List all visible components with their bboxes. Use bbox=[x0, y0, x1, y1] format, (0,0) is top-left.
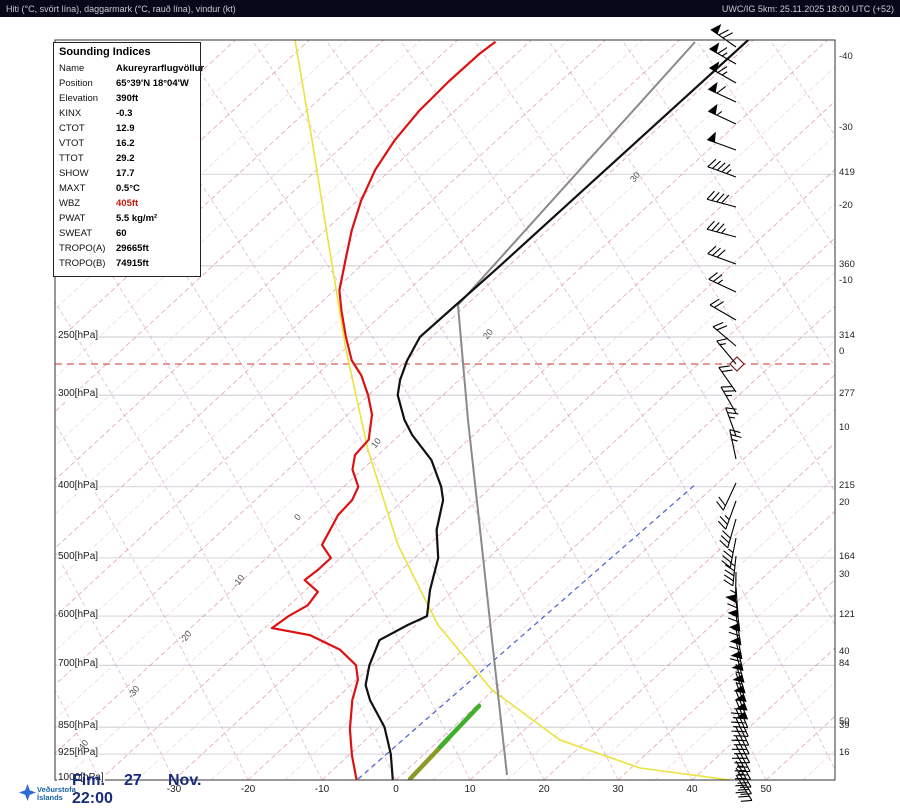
index-label: Position bbox=[59, 78, 93, 89]
logo-text-line1: Veðurstofa bbox=[37, 785, 76, 794]
index-label: VTOT bbox=[59, 138, 85, 149]
index-value: 5.5 kg/m² bbox=[116, 213, 158, 224]
indices-row: SWEAT 60 bbox=[59, 226, 195, 241]
indices-row: MAXT 0.5°C bbox=[59, 181, 195, 196]
index-value: 390ft bbox=[116, 93, 139, 104]
index-value: 17.7 bbox=[116, 168, 135, 179]
indices-row: SHOW 17.7 bbox=[59, 166, 195, 181]
index-label: TROPO(B) bbox=[59, 258, 106, 269]
indices-row: VTOT 16.2 bbox=[59, 136, 195, 151]
index-label: KINX bbox=[59, 108, 82, 119]
index-value: 65°39'N 18°04'W bbox=[116, 78, 189, 89]
indices-row: CTOT 12.9 bbox=[59, 121, 195, 136]
index-label: WBZ bbox=[59, 198, 81, 209]
index-label: TTOT bbox=[59, 153, 84, 164]
index-value: 74915ft bbox=[116, 258, 149, 269]
indices-row: TROPO(A) 29665ft bbox=[59, 241, 195, 256]
index-label: Elevation bbox=[59, 93, 99, 104]
index-value: 29665ft bbox=[116, 243, 149, 254]
indices-rows: Name Akureyrarflugvöllur Position 65°39'N 1… bbox=[59, 61, 204, 271]
legend-text: Hiti (°C, svört lína), daggarmark (°C, r… bbox=[6, 3, 236, 14]
indices-row: KINX -0.3 bbox=[59, 106, 195, 121]
footer-weekday: Fim. bbox=[72, 772, 105, 789]
index-value: 29.2 bbox=[116, 153, 135, 164]
index-label: CTOT bbox=[59, 123, 85, 134]
sounding-indices-panel: Sounding Indices Name Akureyrarflugvöllur… bbox=[53, 42, 204, 277]
header-bar: Hiti (°C, svört lína), daggarmark (°C, r… bbox=[0, 0, 900, 17]
footer-time: 22:00 bbox=[72, 790, 113, 807]
index-value: 0.5°C bbox=[116, 183, 140, 194]
index-value: -0.3 bbox=[116, 108, 133, 119]
indices-row: TROPO(B) 74915ft bbox=[59, 256, 195, 271]
indices-row: Position 65°39'N 18°04'W bbox=[59, 76, 195, 91]
index-value: 16.2 bbox=[116, 138, 135, 149]
index-label: TROPO(A) bbox=[59, 243, 106, 254]
index-label: SWEAT bbox=[59, 228, 93, 239]
index-value: 60 bbox=[116, 228, 127, 239]
footer-day: 27 bbox=[124, 772, 142, 789]
indices-row: WBZ 405ft bbox=[59, 196, 195, 211]
indices-title: Sounding Indices bbox=[59, 46, 151, 58]
index-label: Name bbox=[59, 63, 85, 74]
index-value: 12.9 bbox=[116, 123, 135, 134]
indices-row: Elevation 390ft bbox=[59, 91, 195, 106]
logo-text-line2: Íslands bbox=[37, 793, 63, 802]
indices-row: Name Akureyrarflugvöllur bbox=[59, 61, 204, 76]
index-label: MAXT bbox=[59, 183, 86, 194]
logo-text: Veðurstofa Íslands bbox=[37, 786, 76, 802]
index-value: Akureyrarflugvöllur bbox=[116, 63, 205, 74]
vedurstofa-logo-icon bbox=[19, 784, 36, 801]
wind-barbs bbox=[706, 24, 753, 802]
index-value: 405ft bbox=[116, 198, 139, 209]
index-label: PWAT bbox=[59, 213, 86, 224]
footer-month: Nov. bbox=[168, 772, 202, 789]
indices-row: TTOT 29.2 bbox=[59, 151, 195, 166]
indices-row: PWAT 5.5 kg/m² bbox=[59, 211, 195, 226]
model-run-text: UWC/IG 5km: 25.11.2025 18:00 UTC (+52) bbox=[721, 3, 894, 14]
index-label: SHOW bbox=[59, 168, 89, 179]
